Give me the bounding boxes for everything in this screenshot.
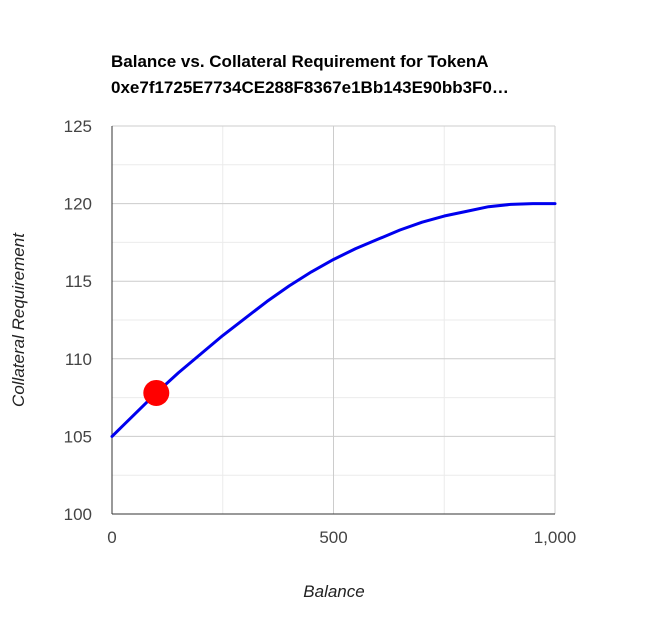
series-line bbox=[110, 202, 557, 438]
x-tick-labels: 0 500 1,000 bbox=[107, 528, 576, 547]
chart-subtitle: 0xe7f1725E7734CE288F8367e1Bb143E90bb3F0… bbox=[111, 78, 509, 97]
x-tick-label: 500 bbox=[319, 528, 347, 547]
x-tick-label: 1,000 bbox=[534, 528, 577, 547]
y-tick-label: 115 bbox=[65, 272, 92, 291]
chart-title: Balance vs. Collateral Requirement for T… bbox=[111, 52, 489, 71]
highlight-point bbox=[143, 379, 170, 406]
y-tick-label: 100 bbox=[64, 505, 92, 524]
series-layer bbox=[110, 202, 557, 438]
x-axis-label: Balance bbox=[303, 582, 364, 601]
highlight-layer bbox=[143, 379, 170, 406]
y-axis-label: Collateral Requirement bbox=[9, 232, 28, 407]
x-tick-label: 0 bbox=[107, 528, 116, 547]
y-tick-label: 110 bbox=[65, 350, 92, 369]
axes bbox=[111, 126, 555, 515]
y-tick-label: 105 bbox=[64, 427, 92, 446]
y-tick-label: 125 bbox=[64, 117, 92, 136]
y-tick-labels: 100 105 110 115 120 125 bbox=[64, 117, 92, 524]
y-tick-label: 120 bbox=[64, 195, 92, 214]
